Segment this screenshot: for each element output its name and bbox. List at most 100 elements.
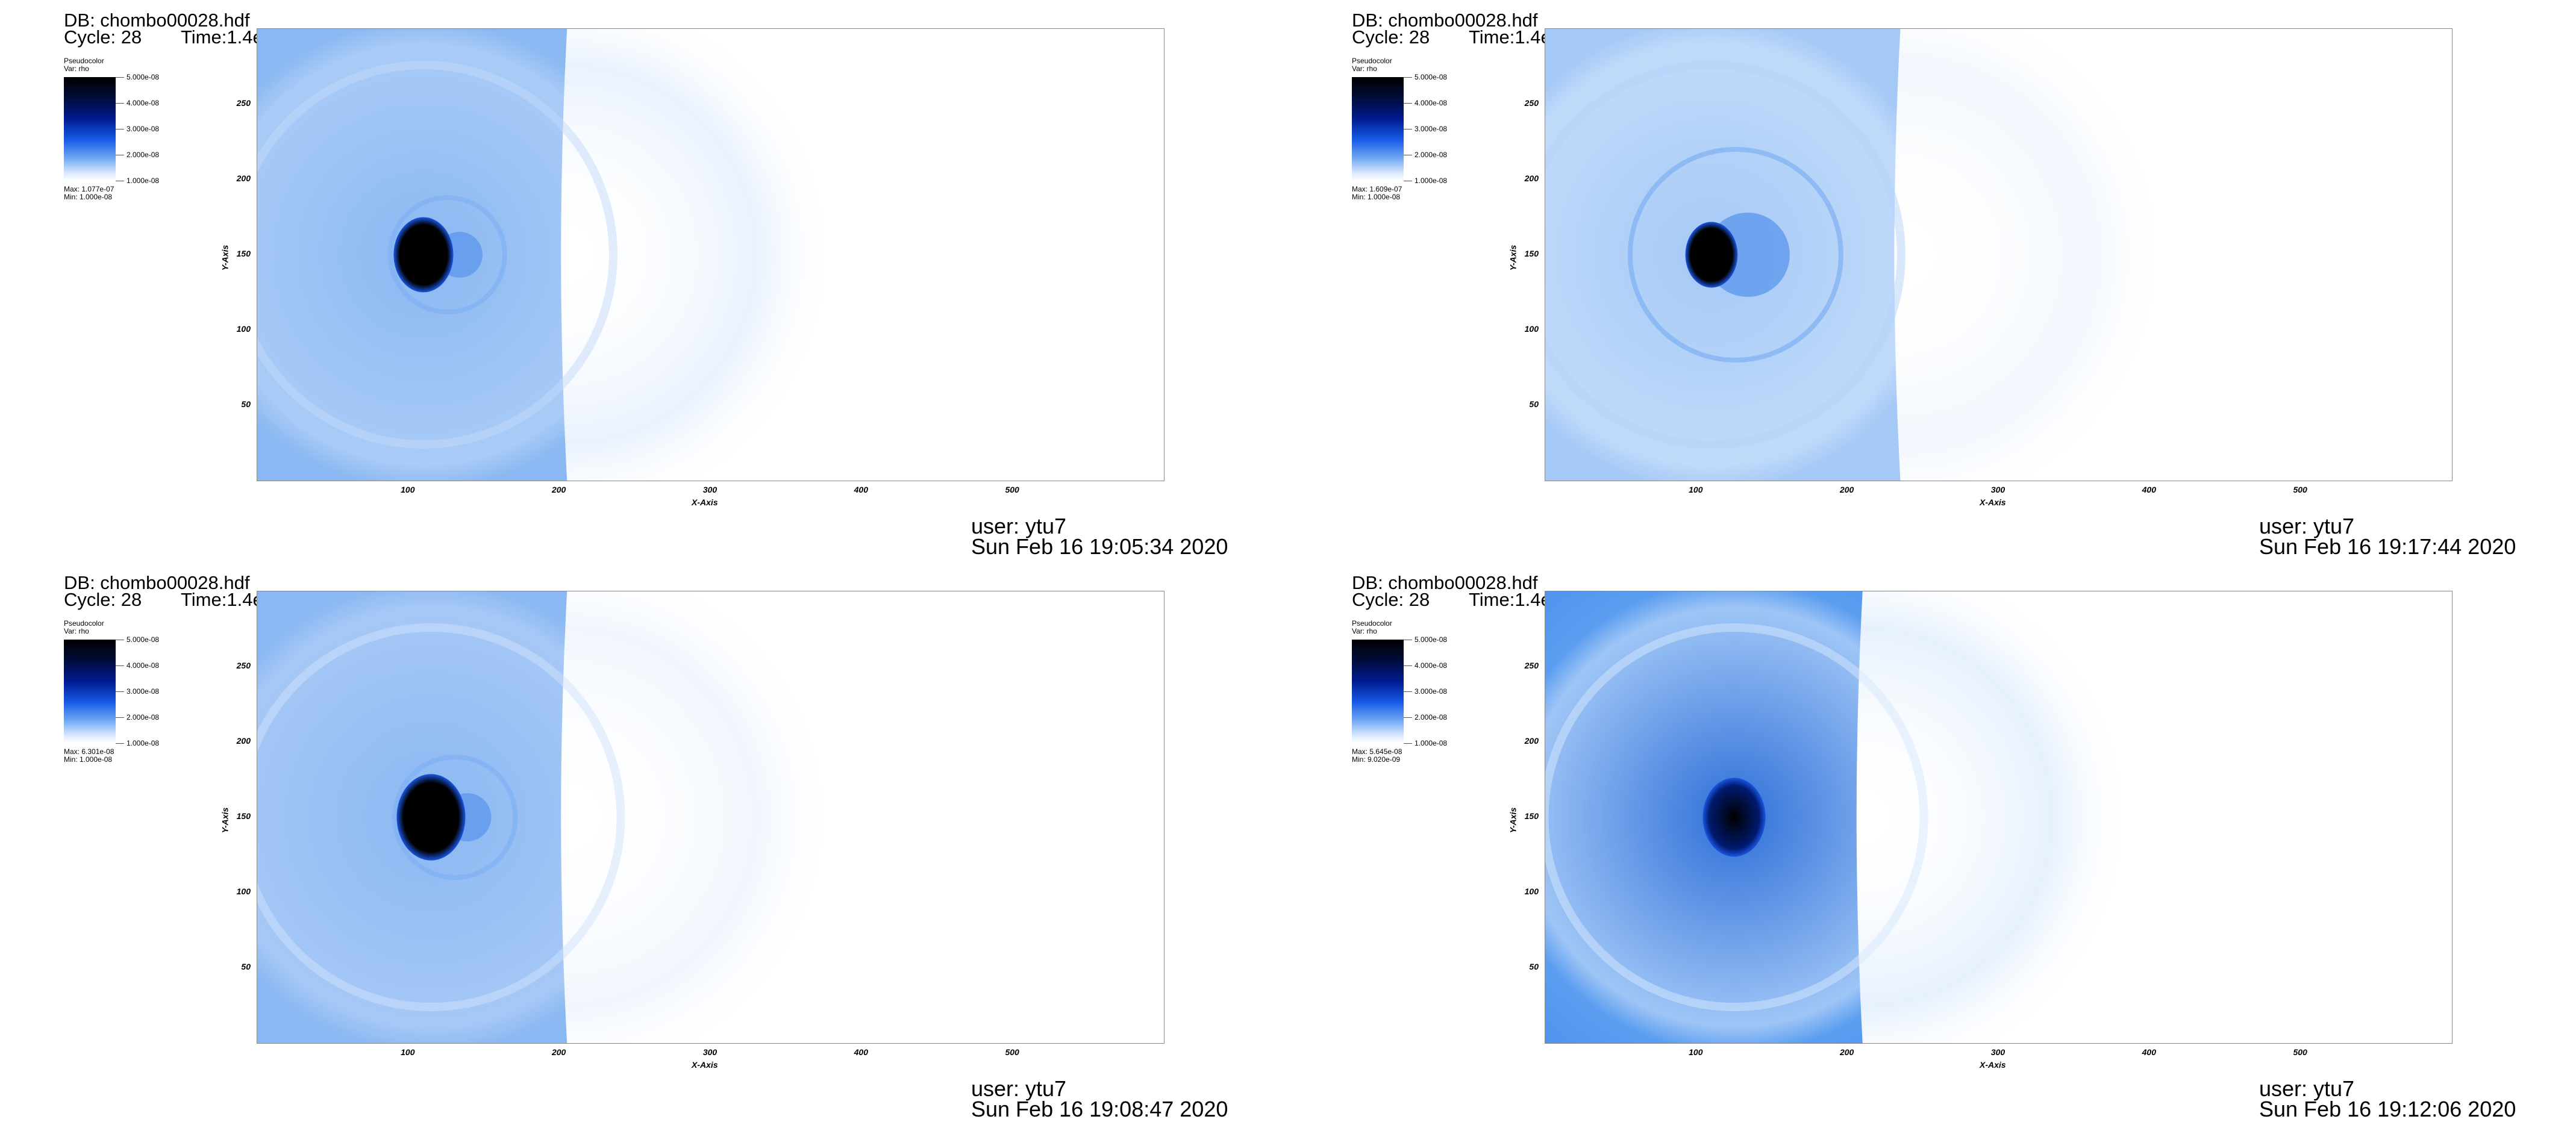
database-label: DB: chombo00028.hdf	[1352, 10, 1538, 31]
density-field	[257, 591, 1164, 1043]
colorbar-tick	[116, 717, 124, 718]
user-label: user: ytu7	[2259, 1076, 2355, 1101]
legend-min: Min: 1.000e-08	[64, 755, 113, 764]
density-field	[1545, 29, 2452, 481]
legend-max: Max: 1.609e-07	[1352, 185, 1402, 193]
x-tick-label: 500	[2293, 485, 2307, 494]
legend-variable: Var: rho	[1352, 64, 1377, 73]
y-tick-label: 150	[236, 249, 251, 258]
cycle-label: Cycle: 28	[64, 26, 142, 48]
y-tick-label: 100	[236, 324, 251, 334]
x-axis-title: X-Axis	[692, 1060, 718, 1070]
x-tick-label: 100	[401, 1047, 415, 1057]
user-label: user: ytu7	[2259, 514, 2355, 538]
colorbar-tick	[1404, 743, 1412, 744]
colorbar-tick-label: 1.000e-08	[1415, 176, 1448, 185]
colorbar-tick	[116, 743, 124, 744]
pseudocolor-plot	[1545, 28, 2453, 481]
x-tick-label: 400	[854, 485, 868, 494]
colorbar-tick-label: 5.000e-08	[127, 73, 160, 81]
y-tick-label: 100	[1524, 324, 1539, 334]
y-tick-label: 100	[236, 887, 251, 896]
colorbar	[64, 640, 116, 743]
x-axis-title: X-Axis	[692, 497, 718, 507]
y-tick-label: 250	[236, 98, 251, 108]
colorbar-tick-label: 5.000e-08	[1415, 635, 1448, 644]
colorbar-tick-label: 2.000e-08	[1415, 713, 1448, 721]
y-axis-title: Y-Axis	[1508, 807, 1518, 834]
x-tick-label: 300	[702, 485, 717, 494]
legend-title: Pseudocolor	[64, 619, 104, 628]
colorbar-tick-label: 5.000e-08	[1415, 73, 1448, 81]
colorbar-tick-label: 3.000e-08	[1415, 125, 1448, 133]
x-axis-title: X-Axis	[1980, 1060, 2006, 1070]
density-field	[1545, 591, 2452, 1043]
y-tick-label: 200	[236, 173, 251, 183]
plot-panel-bottom-right: DB: chombo00028.hdf Cycle: 28 Time:1.4e-05…	[1288, 562, 2576, 1125]
legend-variable: Var: rho	[64, 64, 89, 73]
y-tick-label: 200	[1524, 736, 1539, 746]
legend-max: Max: 6.301e-08	[64, 747, 114, 756]
plot-panel-bottom-left: DB: chombo00028.hdf Cycle: 28 Time:1.4e-05…	[0, 562, 1288, 1125]
legend-title: Pseudocolor	[64, 57, 104, 65]
colorbar-tick	[1404, 691, 1412, 692]
x-tick-label: 400	[854, 1047, 868, 1057]
colorbar	[1352, 77, 1404, 181]
colorbar-tick-label: 1.000e-08	[127, 739, 160, 747]
x-tick-label: 400	[2142, 1047, 2156, 1057]
timestamp-label: Sun Feb 16 19:08:47 2020	[971, 1097, 1228, 1121]
colorbar-tick	[1404, 103, 1412, 104]
x-tick-label: 100	[1689, 1047, 1703, 1057]
x-tick-label: 500	[2293, 1047, 2307, 1057]
y-tick-label: 200	[236, 736, 251, 746]
y-tick-label: 100	[1524, 887, 1539, 896]
y-tick-label: 250	[1524, 98, 1539, 108]
pseudocolor-plot	[1545, 591, 2453, 1044]
y-tick-label: 50	[241, 962, 251, 971]
x-tick-label: 100	[401, 485, 415, 494]
colorbar-tick	[116, 77, 124, 78]
legend-min: Min: 1.000e-08	[1352, 193, 1401, 201]
colorbar-tick-label: 2.000e-08	[127, 713, 160, 721]
colorbar-tick-label: 3.000e-08	[1415, 687, 1448, 696]
database-label: DB: chombo00028.hdf	[1352, 572, 1538, 593]
y-tick-label: 150	[1524, 249, 1539, 258]
x-axis-title: X-Axis	[1980, 497, 2006, 507]
colorbar-tick	[1404, 665, 1412, 666]
cycle-label: Cycle: 28	[1352, 589, 1430, 610]
colorbar-tick-label: 4.000e-08	[127, 661, 160, 670]
colorbar-tick-label: 4.000e-08	[127, 99, 160, 107]
database-label: DB: chombo00028.hdf	[64, 10, 250, 31]
x-tick-label: 100	[1689, 485, 1703, 494]
colorbar	[1352, 640, 1404, 743]
cycle-label: Cycle: 28	[64, 589, 142, 610]
colorbar-tick-label: 1.000e-08	[127, 176, 160, 185]
y-tick-label: 50	[1529, 962, 1539, 971]
colorbar-tick	[116, 103, 124, 104]
y-tick-label: 250	[1524, 661, 1539, 670]
x-tick-label: 200	[1839, 485, 1854, 494]
colorbar	[64, 77, 116, 181]
legend-min: Min: 9.020e-09	[1352, 755, 1401, 764]
pseudocolor-plot	[257, 28, 1165, 481]
y-tick-label: 150	[1524, 811, 1539, 821]
x-tick-label: 300	[702, 1047, 717, 1057]
y-tick-label: 50	[241, 399, 251, 409]
x-tick-label: 200	[1839, 1047, 1854, 1057]
timestamp-label: Sun Feb 16 19:05:34 2020	[971, 534, 1228, 559]
x-tick-label: 400	[2142, 485, 2156, 494]
colorbar-tick-label: 3.000e-08	[127, 125, 160, 133]
legend-variable: Var: rho	[64, 627, 89, 635]
y-axis-title: Y-Axis	[220, 245, 230, 271]
y-axis-title: Y-Axis	[220, 807, 230, 834]
x-tick-label: 500	[1005, 1047, 1019, 1057]
colorbar-tick	[1404, 717, 1412, 718]
pseudocolor-plot	[257, 591, 1165, 1044]
colorbar-tick	[116, 665, 124, 666]
database-label: DB: chombo00028.hdf	[64, 572, 250, 593]
colorbar-tick-label: 5.000e-08	[127, 635, 160, 644]
y-axis-title: Y-Axis	[1508, 245, 1518, 271]
x-tick-label: 500	[1005, 485, 1019, 494]
x-tick-label: 300	[1990, 1047, 2005, 1057]
cycle-label: Cycle: 28	[1352, 26, 1430, 48]
